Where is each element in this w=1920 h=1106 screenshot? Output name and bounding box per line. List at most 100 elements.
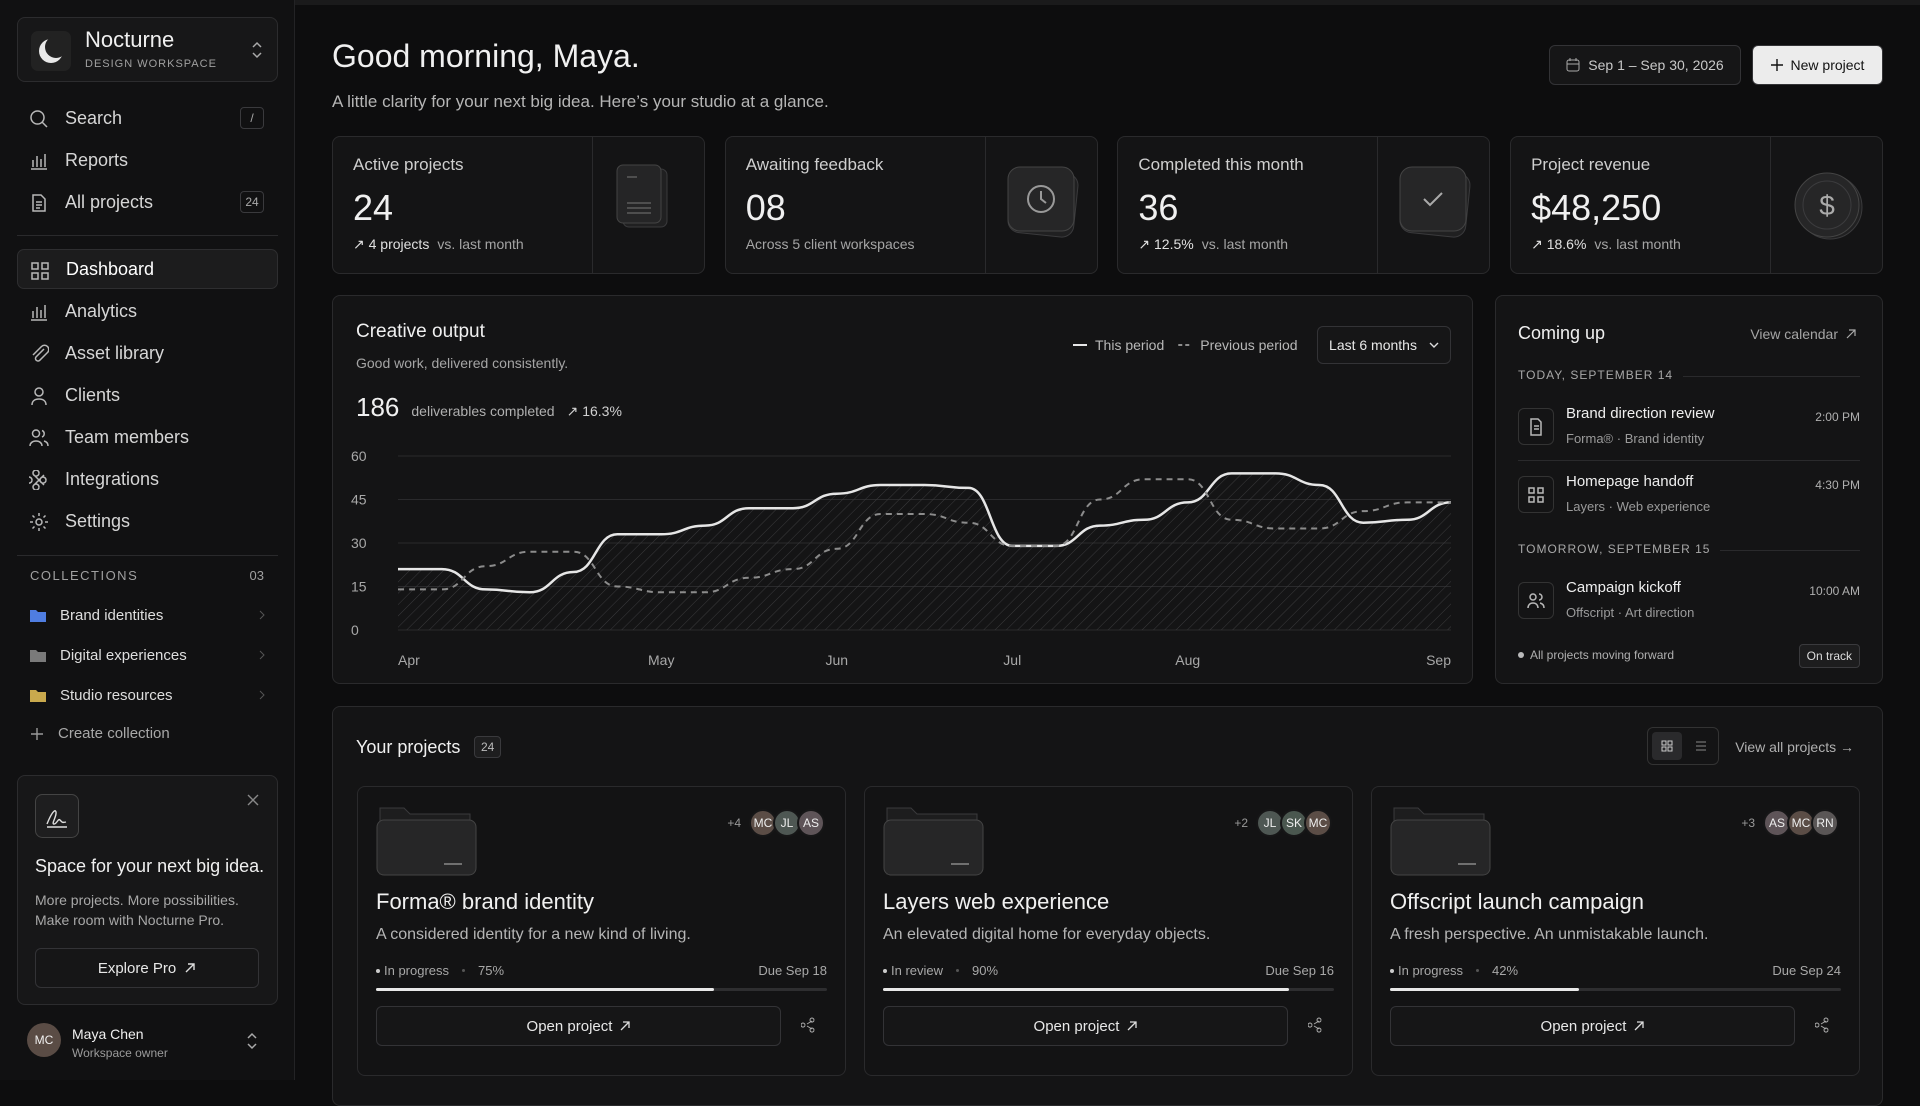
chart-title: Creative output	[356, 321, 485, 342]
share-icon	[801, 1017, 815, 1033]
explore-pro-button[interactable]: Explore Pro	[35, 948, 259, 988]
stat-icon	[1007, 166, 1079, 238]
create-collection-label: Create collection	[58, 725, 170, 742]
heading-rule	[1683, 376, 1860, 377]
due-date: Due Sep 18	[758, 963, 827, 978]
project-description: A fresh perspective. An unmistakable lau…	[1390, 926, 1709, 943]
icon-shape	[1802, 180, 1852, 230]
progress-track	[883, 988, 1334, 991]
chevron-right	[259, 690, 265, 700]
arrow-icon	[620, 1021, 631, 1031]
user-menu[interactable]: MC Maya Chen Workspace owner	[17, 1020, 278, 1062]
sidebar: Nocturne DESIGN WORKSPACE Search / Reports…	[0, 0, 295, 1080]
event-meta: Offscript · Art direction	[1566, 605, 1695, 620]
view-all-projects[interactable]: View all projects →	[1735, 739, 1854, 755]
collection-item[interactable]: Brand identities	[30, 603, 265, 627]
project-description: A considered identity for a new kind of …	[376, 926, 691, 943]
open-project-button[interactable]: Open project	[883, 1006, 1288, 1046]
nav-item[interactable]: Integrations	[17, 459, 278, 499]
stat-label: Project revenue	[1531, 155, 1651, 174]
summary-text: deliverables completed	[411, 403, 555, 419]
grid-view-button[interactable]	[1652, 732, 1682, 760]
nav-item[interactable]: Search /	[17, 98, 278, 138]
date-heading: TOMORROW, SEPTEMBER 15	[1518, 542, 1711, 556]
create-collection[interactable]: Create collection	[30, 725, 170, 742]
workspace-switcher[interactable]: Nocturne DESIGN WORKSPACE	[17, 17, 278, 82]
brand-name: Nocturne	[85, 27, 175, 52]
icon	[31, 262, 49, 280]
share-button[interactable]	[801, 1016, 819, 1034]
nav-item[interactable]: Analytics	[17, 291, 278, 331]
event-time: 4:30 PM	[1815, 478, 1860, 492]
icon-path	[30, 110, 48, 128]
dot	[1390, 968, 1394, 973]
nav-item[interactable]: Team members	[17, 417, 278, 457]
status-badge: On track	[1798, 644, 1860, 668]
nav-item[interactable]: Reports	[17, 140, 278, 180]
member-avatar: JL	[1256, 809, 1284, 837]
project-name: Forma® brand identity	[376, 889, 594, 914]
folder-icon	[30, 689, 46, 702]
event-divider	[1518, 460, 1860, 461]
stat-value: $48,250	[1531, 187, 1662, 228]
summary-value: 186	[356, 392, 400, 422]
due-date: Due Sep 16	[1265, 963, 1334, 978]
nav-item[interactable]: Clients	[17, 375, 278, 415]
team: +3 AS MC RN	[1741, 809, 1839, 837]
icon-shape	[1026, 185, 1055, 213]
progress-label: 75%	[478, 963, 505, 978]
icon-shape	[1794, 172, 1860, 238]
separator	[956, 969, 960, 972]
folder-shape	[30, 609, 46, 622]
open-project-button[interactable]: Open project	[1390, 1006, 1795, 1046]
icon-path	[31, 262, 49, 280]
nav-item[interactable]: Dashboard	[17, 249, 278, 289]
area	[398, 473, 1451, 630]
icon	[31, 154, 47, 170]
icon	[30, 110, 48, 128]
icon-path	[31, 305, 47, 321]
chevron-down	[1429, 342, 1439, 348]
event-icon	[1518, 476, 1554, 513]
date-range-button[interactable]: Sep 1 – Sep 30, 2026	[1549, 45, 1741, 85]
open-project-button[interactable]: Open project	[376, 1006, 781, 1046]
list-view-button[interactable]	[1686, 732, 1716, 760]
nav-label: Reports	[65, 149, 129, 170]
chevrons	[252, 41, 262, 59]
arrow	[1127, 1021, 1138, 1031]
view-calendar-link[interactable]: View calendar	[1750, 326, 1856, 342]
collections-title: COLLECTIONS	[30, 568, 139, 583]
share-button[interactable]	[1308, 1016, 1326, 1034]
collections-count: 03	[249, 568, 264, 583]
date-heading: TODAY, SEPTEMBER 14	[1518, 368, 1674, 382]
icon-path	[1527, 593, 1545, 609]
nav-badge: /	[240, 107, 264, 129]
stat-card: Completed this month 36 ↗ 12.5% vs. last mo…	[1117, 136, 1491, 274]
chart-summary: 186 deliverables completed ↗ 16.3%	[356, 392, 622, 423]
stat-card: Awaiting feedback 08 Across 5 client works…	[724, 136, 1098, 274]
change-value: ↗ 12.5%	[1138, 236, 1194, 252]
extra-members: +4	[727, 816, 741, 830]
icon-shape	[1423, 192, 1444, 207]
brand-logo	[31, 31, 71, 71]
nav-item[interactable]: Asset library	[17, 333, 278, 373]
close-button[interactable]	[247, 794, 259, 806]
series-line	[398, 472, 1452, 594]
x-tick-label: Jun	[825, 652, 848, 668]
button-label: Open project	[1540, 1017, 1627, 1035]
collection-item[interactable]: Digital experiences	[30, 643, 265, 667]
icon	[1528, 487, 1544, 503]
nav-item[interactable]: All projects 24	[17, 182, 278, 222]
collection-item[interactable]: Studio resources	[30, 683, 265, 707]
stat-change: ↗ 18.6% vs. last month	[1531, 236, 1681, 253]
share-button[interactable]	[1815, 1016, 1833, 1034]
nav-item[interactable]: Settings	[17, 501, 278, 541]
collection-label: Studio resources	[60, 686, 173, 704]
folder-front	[883, 819, 984, 876]
chevrons	[247, 1032, 257, 1050]
period-select[interactable]: Last 6 months	[1317, 326, 1451, 364]
new-project-button[interactable]: New project	[1752, 45, 1883, 85]
icon-shape	[1399, 166, 1467, 232]
nav-label: Team members	[65, 426, 190, 447]
